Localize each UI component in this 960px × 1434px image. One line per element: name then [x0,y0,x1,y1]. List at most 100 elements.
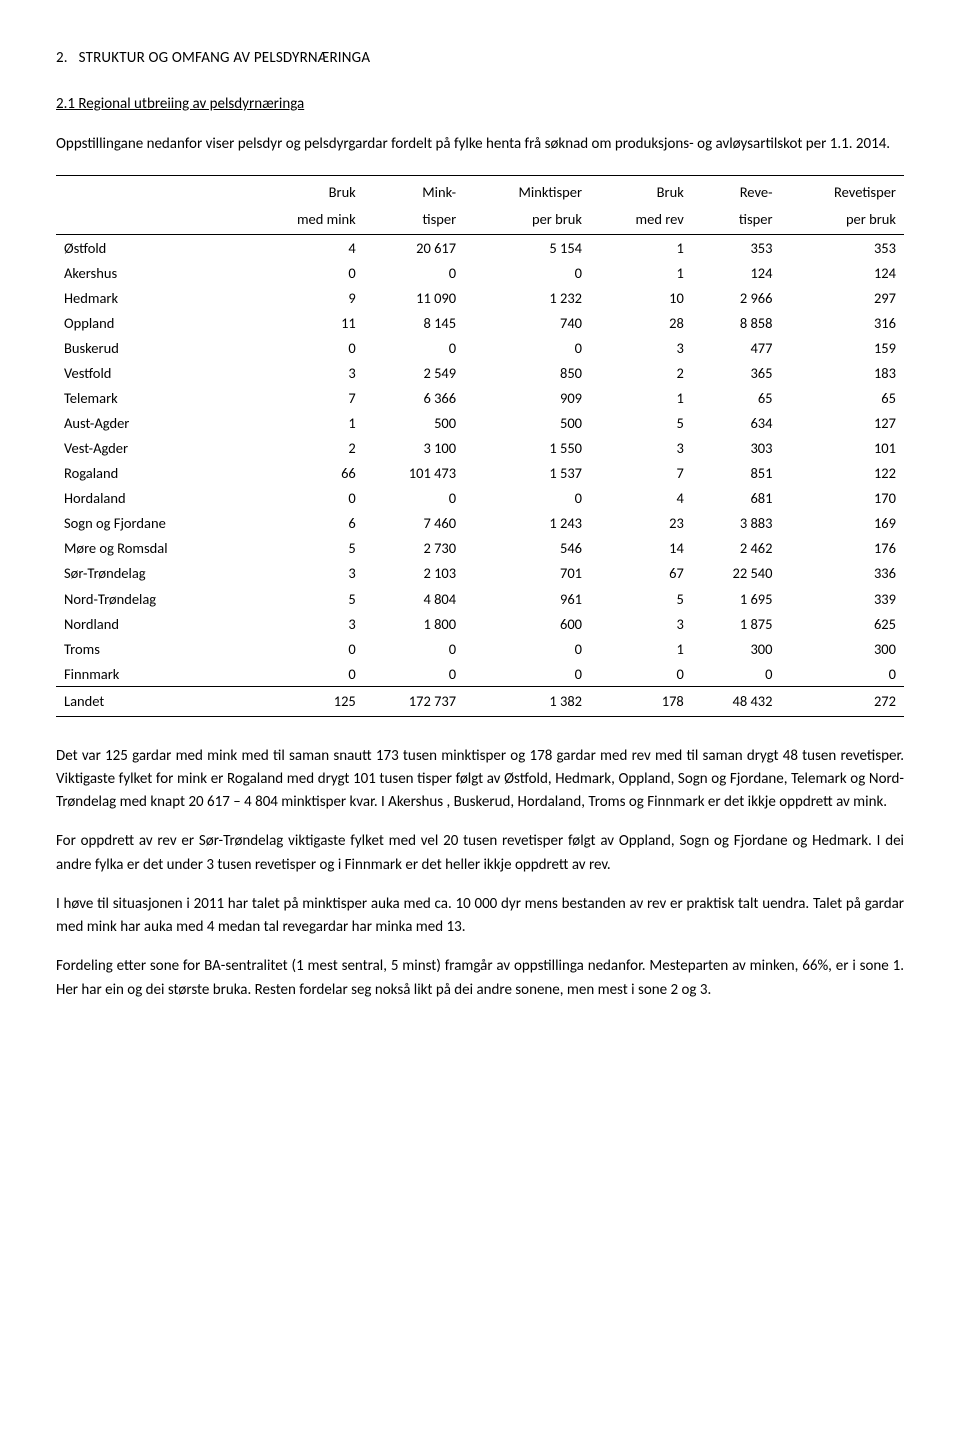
table-cell: 1 875 [692,611,781,636]
table-cell: 339 [781,586,904,611]
table-cell: 178 [590,686,692,716]
table-header-cell: per bruk [464,206,590,235]
table-cell: 0 [590,661,692,687]
table-cell: 2 966 [692,285,781,310]
table-cell: Finnmark [56,661,245,687]
table-cell: Vestfold [56,360,245,385]
table-cell: 0 [245,485,363,510]
table-cell: 625 [781,611,904,636]
table-cell: 23 [590,510,692,535]
table-row: Nord-Trøndelag54 80496151 695339 [56,586,904,611]
table-cell: 1 800 [364,611,464,636]
table-cell: 172 737 [364,686,464,716]
table-cell: 124 [692,260,781,285]
table-cell: Sør-Trøndelag [56,560,245,585]
table-cell: 850 [464,360,590,385]
table-cell: 546 [464,535,590,560]
table-total-row: Landet125172 7371 38217848 432272 [56,686,904,716]
table-row: Aust-Agder15005005634127 [56,410,904,435]
table-cell: 0 [245,260,363,285]
table-cell: 5 [245,535,363,560]
table-cell: 365 [692,360,781,385]
table-header-cell: Bruk [590,176,692,207]
table-cell: 353 [692,235,781,261]
table-cell: 65 [781,385,904,410]
table-cell: Nordland [56,611,245,636]
table-cell: Sogn og Fjordane [56,510,245,535]
table-cell: 2 [245,435,363,460]
table-header-cell: Bruk [245,176,363,207]
table-row: Møre og Romsdal52 730546142 462176 [56,535,904,560]
table-row: Nordland31 80060031 875625 [56,611,904,636]
table-cell: 101 473 [364,460,464,485]
fylke-table: BrukMink-MinktisperBrukReve-Revetisper m… [56,175,904,716]
body-paragraph: For oppdrett av rev er Sør-Trøndelag vik… [56,830,904,877]
table-cell: 0 [464,485,590,510]
table-cell: 300 [692,636,781,661]
table-header-row-1: BrukMink-MinktisperBrukReve-Revetisper [56,176,904,207]
table-cell: 2 [590,360,692,385]
table-cell: 11 [245,310,363,335]
table-row: Akershus0001124124 [56,260,904,285]
table-header-cell [56,176,245,207]
table-cell: Møre og Romsdal [56,535,245,560]
table-header-cell: med mink [245,206,363,235]
table-cell: 0 [364,335,464,360]
table-cell: 500 [364,410,464,435]
table-cell: 4 [590,485,692,510]
table-cell: 297 [781,285,904,310]
table-cell: 1 537 [464,460,590,485]
heading-number: 2. [56,49,68,67]
table-cell: 22 540 [692,560,781,585]
table-cell: 0 [364,485,464,510]
table-row: Troms0001300300 [56,636,904,661]
table-cell: 6 366 [364,385,464,410]
table-cell: 0 [364,661,464,687]
table-cell: Vest-Agder [56,435,245,460]
table-cell: 5 154 [464,235,590,261]
table-row: Oppland118 145740288 858316 [56,310,904,335]
subsection-heading: 2.1 Regional utbreiing av pelsdyrnæringa [56,94,904,116]
table-cell: 0 [464,661,590,687]
section-heading: 2. STRUKTUR OG OMFANG AV PELSDYRNÆRINGA [56,48,904,70]
table-cell: Rogaland [56,460,245,485]
table-cell: Akershus [56,260,245,285]
table-cell: 681 [692,485,781,510]
table-cell: 7 460 [364,510,464,535]
table-cell: 1 [590,235,692,261]
table-cell: 8 858 [692,310,781,335]
table-cell: 170 [781,485,904,510]
table-cell: 1 [245,410,363,435]
table-cell: 300 [781,636,904,661]
table-cell: 48 432 [692,686,781,716]
table-header-cell: Revetisper [781,176,904,207]
table-cell: 1 382 [464,686,590,716]
table-cell: 66 [245,460,363,485]
table-cell: 8 145 [364,310,464,335]
table-cell: 0 [692,661,781,687]
table-cell: 159 [781,335,904,360]
table-row: Buskerud0003477159 [56,335,904,360]
table-row: Sogn og Fjordane67 4601 243233 883169 [56,510,904,535]
table-cell: 14 [590,535,692,560]
table-cell: Aust-Agder [56,410,245,435]
table-header-cell: med rev [590,206,692,235]
table-cell: 9 [245,285,363,310]
table-cell: 127 [781,410,904,435]
table-cell: 3 [590,335,692,360]
table-cell: 634 [692,410,781,435]
body-paragraph: Fordeling etter sone for BA-sentralitet … [56,955,904,1002]
intro-paragraph: Oppstillingane nedanfor viser pelsdyr og… [56,134,904,156]
table-cell: 3 [245,360,363,385]
table-cell: Østfold [56,235,245,261]
table-cell: 1 550 [464,435,590,460]
table-header-cell [56,206,245,235]
table-cell: 169 [781,510,904,535]
table-cell: 101 [781,435,904,460]
table-cell: 1 [590,636,692,661]
table-cell: 124 [781,260,904,285]
table-row: Telemark76 36690916565 [56,385,904,410]
table-cell: 740 [464,310,590,335]
table-cell: Landet [56,686,245,716]
table-cell: 851 [692,460,781,485]
